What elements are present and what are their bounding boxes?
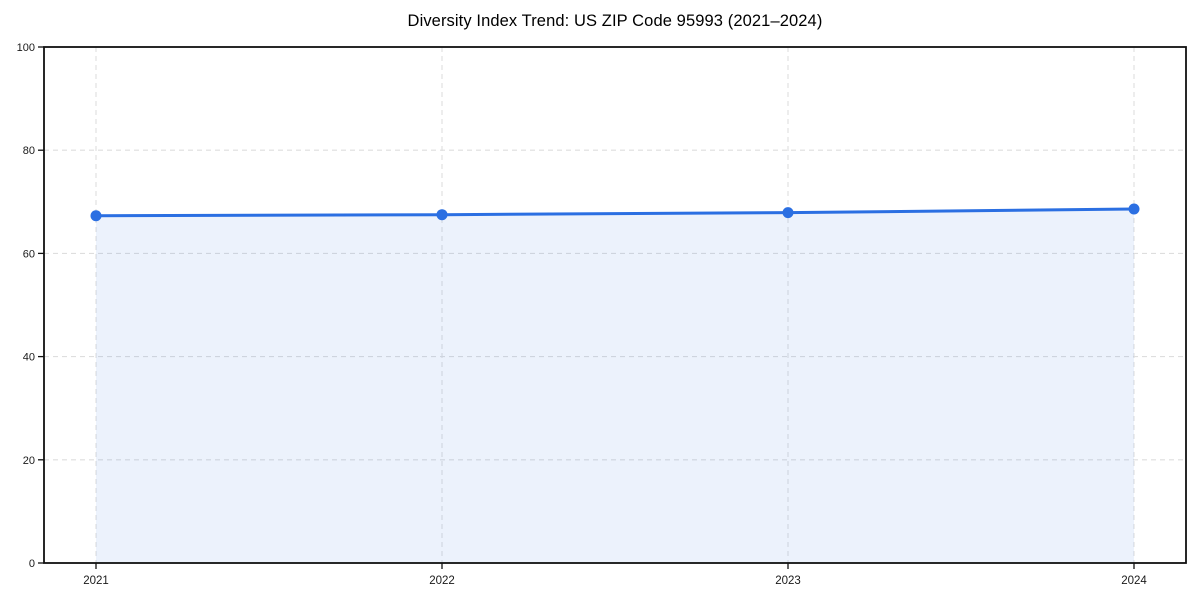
data-point-2024: [1128, 203, 1140, 215]
y-tick-label: 20: [23, 455, 35, 467]
trend-line: [94, 207, 1136, 218]
data-point-2021: [90, 210, 102, 222]
data-point-2023: [782, 207, 794, 219]
data-point-2022: [436, 209, 448, 221]
x-tick-label: 2024: [1121, 575, 1147, 587]
x-tick-label: 2021: [83, 575, 109, 587]
y-tick-label: 0: [29, 558, 35, 570]
chart-title: Diversity Index Trend: US ZIP Code 95993…: [407, 12, 823, 30]
y-tick-label: 40: [23, 352, 35, 364]
y-tick-label: 100: [17, 42, 35, 54]
y-tick-label: 80: [23, 145, 35, 157]
y-tick-label: 60: [23, 248, 35, 260]
x-tick-label: 2022: [429, 575, 455, 587]
area-fill: [96, 209, 1134, 564]
x-tick-label: 2023: [775, 575, 801, 587]
plot-border: [43, 46, 1187, 564]
